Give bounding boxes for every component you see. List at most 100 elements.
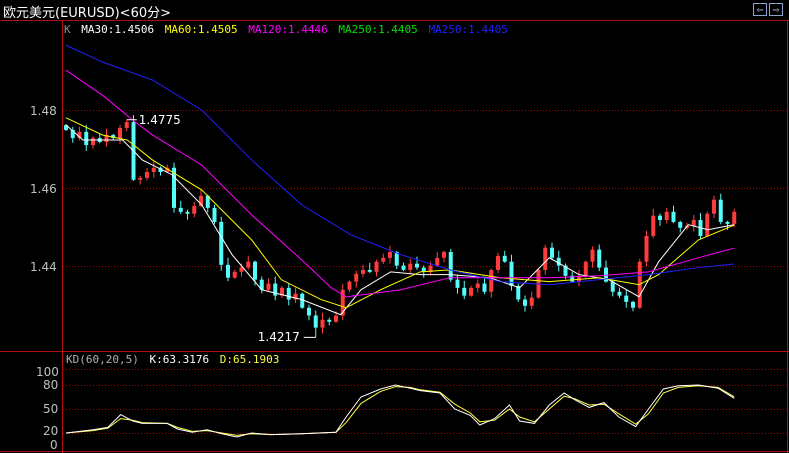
candle-body: [442, 251, 446, 258]
candle-body: [178, 207, 183, 212]
candle-body: [300, 293, 305, 308]
kd-legend: KD(60,20,5) K:63.3176 D:65.1903: [66, 353, 283, 366]
low-annotation: 1.4217: [257, 330, 300, 345]
kd-y-tick-label: 20: [43, 424, 59, 438]
y-tick-label: 1.46: [30, 181, 57, 196]
candle-body: [415, 263, 419, 268]
ma-line-ma250: [65, 44, 735, 286]
legend-ma120: MA120:1.4446: [248, 23, 328, 36]
candle-body: [691, 219, 696, 226]
candle-body: [462, 287, 467, 296]
candle-body: [394, 251, 399, 266]
candle-body: [631, 301, 635, 308]
candle-body: [388, 251, 392, 258]
candle-body: [712, 199, 716, 214]
legend-ma30: MA30:1.4506: [81, 23, 155, 36]
candle-body: [401, 265, 406, 270]
candle-body: [70, 129, 75, 139]
candle-body: [361, 269, 365, 274]
candle-body: [259, 279, 264, 290]
candle-body: [172, 167, 176, 208]
candle-body: [563, 265, 568, 276]
candle-body: [158, 167, 163, 173]
candle-body: [199, 195, 203, 206]
candle-body: [718, 199, 723, 222]
candle-body: [374, 261, 379, 272]
candle-body: [118, 127, 122, 139]
candle-body: [590, 249, 595, 262]
candle-body: [428, 265, 433, 272]
legend-k: K: [64, 23, 71, 36]
candle-body: [280, 287, 284, 296]
candle-body: [212, 207, 217, 222]
candle-body: [307, 307, 311, 316]
candle-body: [624, 295, 629, 302]
candle-body: [516, 285, 521, 300]
candle-body: [111, 134, 116, 139]
candle-body: [725, 221, 730, 224]
candle-body: [124, 122, 129, 128]
candle-body: [293, 293, 298, 300]
candle-body: [583, 261, 588, 276]
kd-y-tick-label: 80: [43, 378, 59, 392]
candle-body: [664, 211, 669, 220]
candle-body: [617, 291, 622, 296]
candle-body: [145, 172, 149, 178]
candle-body: [286, 287, 291, 300]
candle-body: [138, 177, 143, 180]
prev-arrow-button[interactable]: ⇦: [753, 3, 767, 16]
kd-name: KD(60,20,5): [66, 353, 139, 366]
candle-body: [509, 261, 514, 286]
candle-body: [320, 319, 325, 328]
candle-body: [219, 221, 224, 265]
candle-body: [381, 257, 386, 262]
candle-body: [313, 315, 318, 328]
candle-body: [435, 257, 440, 266]
candle-body: [489, 269, 494, 292]
candle-body: [246, 261, 251, 268]
candle-body: [192, 205, 197, 214]
candle-body: [475, 283, 480, 288]
candle-body: [678, 221, 683, 228]
candle-body: [644, 235, 649, 262]
candle-body: [151, 167, 156, 173]
candle-body: [165, 167, 170, 173]
candle-body: [327, 319, 332, 322]
candle-body: [570, 275, 575, 282]
high-annotation: 1.4775: [138, 112, 181, 127]
y-tick-label: 1.48: [30, 103, 57, 118]
kd-line-k: [65, 384, 735, 438]
candle-body: [610, 281, 615, 292]
ma-line-ma60: [65, 117, 735, 309]
candle-body: [732, 211, 737, 224]
next-arrow-button[interactable]: ⇨: [769, 3, 783, 16]
candle-body: [502, 255, 507, 262]
kd-y-tick-label: 50: [43, 402, 59, 416]
candle-body: [334, 315, 338, 322]
candle-body: [448, 251, 453, 280]
candle-body: [577, 275, 581, 282]
candle-body: [185, 211, 190, 214]
candle-body: [253, 261, 257, 280]
candle-body: [77, 131, 82, 139]
candle-body: [64, 125, 68, 130]
candle-body: [705, 213, 710, 236]
candle-body: [347, 281, 352, 290]
candle-body: [408, 263, 413, 270]
legend-ma250-blue: MA250:1.4405: [428, 23, 508, 36]
candle-body: [482, 283, 487, 292]
candle-body: [367, 269, 372, 272]
candle-body: [205, 195, 210, 208]
ma-line-ma30: [65, 124, 735, 316]
candle-body: [671, 211, 676, 222]
candle-body: [226, 264, 230, 278]
candle-body: [421, 267, 426, 272]
candle-body: [104, 134, 109, 142]
kd-line-d: [65, 385, 735, 436]
kd-y-tick-label: 100: [36, 365, 59, 379]
candle-body: [232, 271, 237, 278]
ma-line-ma120: [65, 69, 735, 298]
candle-body: [523, 299, 527, 306]
candle-body: [550, 247, 554, 258]
